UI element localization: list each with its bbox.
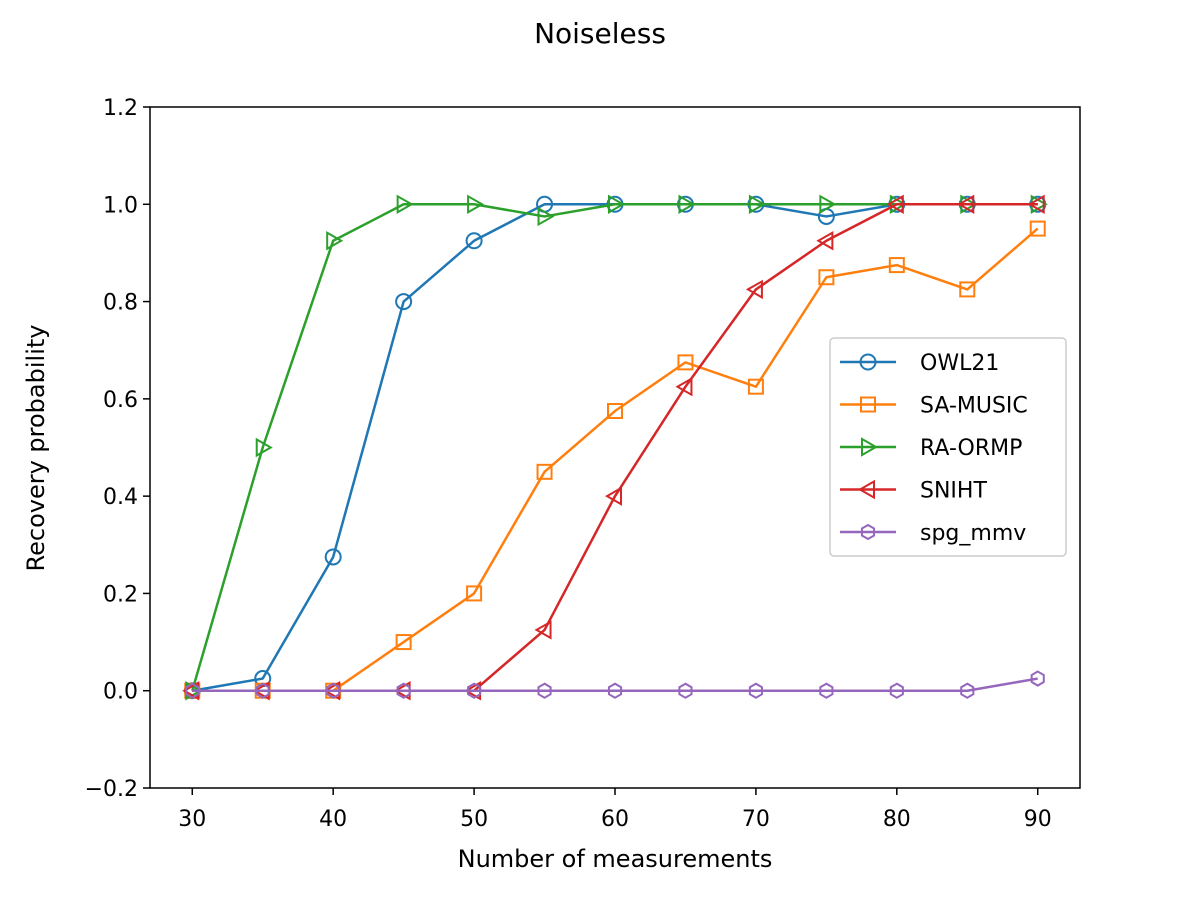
chart-title: Noiseless [534, 17, 666, 50]
legend [829, 337, 1067, 557]
legend-entry: SA-MUSIC [840, 394, 1028, 419]
plot-frame [149, 106, 1081, 789]
y-tick-label: 0.0 [103, 680, 138, 705]
data-point [818, 269, 835, 286]
data-point [255, 437, 273, 458]
data-point [886, 194, 904, 215]
x-tick-label: 50 [460, 807, 488, 832]
data-point [678, 194, 696, 215]
legend-marker [857, 479, 875, 500]
y-tick-label: 1.2 [103, 96, 138, 121]
data-point [604, 486, 622, 506]
data-point [608, 194, 626, 215]
data-point [395, 293, 413, 311]
data-point [255, 682, 270, 699]
data-point [395, 634, 412, 651]
data-point [467, 682, 482, 699]
data-point [324, 548, 342, 566]
y-tick-label: −0.2 [85, 777, 138, 802]
data-point [678, 682, 693, 699]
legend-marker [860, 396, 876, 413]
x-tick-label: 40 [319, 807, 347, 832]
data-point [537, 682, 552, 699]
legend-label: RA-ORMP [920, 436, 1022, 461]
x-tick-label: 70 [742, 807, 770, 832]
data-point [959, 281, 976, 298]
y-tick-label: 1.0 [103, 193, 138, 218]
y-axis-label: Recovery probability [22, 325, 50, 572]
x-tick-label: 30 [178, 807, 206, 832]
series-line [192, 677, 1038, 692]
data-point [960, 682, 975, 699]
data-point [326, 231, 344, 251]
legend-label: OWL21 [920, 351, 999, 376]
y-tick-label: 0.8 [103, 291, 138, 316]
y-tick-label: 0.2 [103, 582, 138, 607]
data-point [326, 682, 341, 699]
legend-entry: RA-ORMP [840, 436, 1022, 461]
data-point [889, 682, 904, 699]
data-point [185, 682, 200, 699]
data-point [534, 620, 552, 640]
legend-marker [860, 523, 876, 541]
data-point [396, 194, 414, 215]
legend-label: spg_mmv [920, 521, 1026, 546]
x-tick-label: 60 [601, 807, 629, 832]
data-point [465, 232, 483, 250]
data-point [957, 194, 975, 215]
legend-entry: spg_mmv [840, 521, 1026, 546]
data-point [819, 682, 834, 699]
legend-entry: OWL21 [840, 351, 999, 376]
data-point [745, 279, 763, 300]
data-point [748, 682, 763, 699]
legend-label: SNIHT [920, 479, 987, 504]
y-tick-label: 0.4 [103, 485, 138, 510]
legend-marker [859, 353, 877, 371]
data-point [748, 194, 766, 215]
data-point [747, 378, 764, 395]
data-point [537, 206, 555, 227]
legend-label: SA-MUSIC [920, 394, 1028, 419]
data-point [1027, 194, 1045, 215]
data-point [816, 231, 834, 251]
data-point [819, 194, 837, 215]
series-spg-mmv [185, 670, 1045, 699]
data-point [607, 682, 623, 699]
data-point [677, 354, 694, 371]
y-tick-label: 0.6 [103, 388, 138, 413]
data-point [888, 257, 905, 274]
data-point [675, 376, 693, 397]
legend-entry: SNIHT [840, 479, 987, 504]
data-point [607, 403, 623, 420]
data-point [467, 194, 485, 215]
data-point [1030, 670, 1045, 687]
legend-marker [861, 437, 879, 457]
data-point [396, 682, 411, 699]
data-point [466, 585, 483, 602]
x-tick-label: 80 [883, 807, 911, 832]
x-axis-label: Number of measurements [458, 845, 773, 873]
data-point [536, 463, 553, 480]
data-point [1029, 220, 1046, 237]
x-tick-label: 90 [1024, 807, 1052, 832]
